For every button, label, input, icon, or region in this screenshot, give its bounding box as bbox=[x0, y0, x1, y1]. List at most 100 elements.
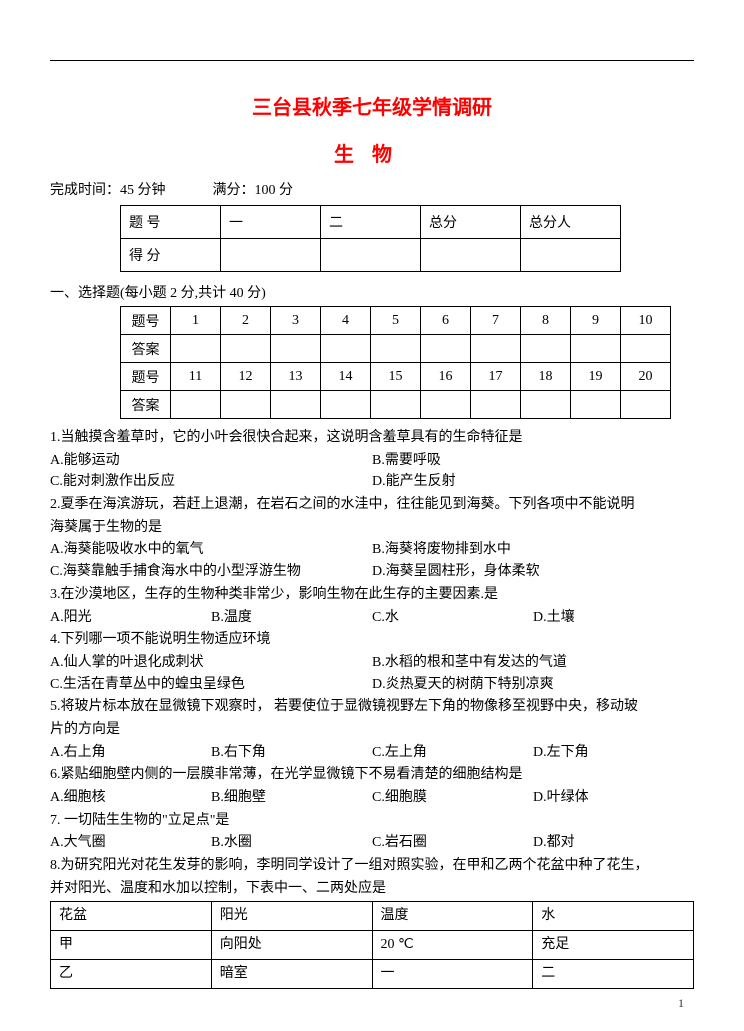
cell bbox=[321, 239, 421, 272]
cell: 一 bbox=[372, 959, 533, 988]
answer-row: 题号 11 12 13 14 15 16 17 18 19 20 bbox=[121, 363, 671, 391]
cell: 水 bbox=[533, 902, 694, 931]
page-number: 1 bbox=[678, 996, 684, 1011]
cell: 一 bbox=[221, 206, 321, 239]
q8-row-2: 乙 暗室 一 二 bbox=[51, 959, 694, 988]
cell: 5 bbox=[371, 307, 421, 335]
cell bbox=[271, 335, 321, 363]
q8-row-1: 甲 向阳处 20 ℃ 充足 bbox=[51, 931, 694, 960]
title-sub: 生物 bbox=[50, 138, 694, 167]
cell: 10 bbox=[621, 307, 671, 335]
q7-stem: 7. 一切陆生生物的"立足点"是 bbox=[50, 810, 694, 832]
q3-stem: 3.在沙漠地区，生存的生物种类非常少，影响生物在此生存的主要因素.是 bbox=[50, 584, 694, 606]
q7-opt-c: C.岩石圈 bbox=[372, 832, 533, 854]
cell bbox=[471, 391, 521, 419]
cell: 二 bbox=[321, 206, 421, 239]
q6-opt-a: A.细胞核 bbox=[50, 787, 211, 809]
score-row-value: 得 分 bbox=[121, 239, 621, 272]
q1-opt-b: B.需要呼吸 bbox=[372, 450, 694, 472]
score-table: 题 号 一 二 总分 总分人 得 分 bbox=[120, 205, 621, 272]
q8-stem-2: 并对阳光、温度和水加以控制，下表中一、二两处应是 bbox=[50, 878, 694, 900]
cell: 13 bbox=[271, 363, 321, 391]
cell bbox=[521, 335, 571, 363]
q1-opt-d: D.能产生反射 bbox=[372, 471, 694, 493]
cell: 7 bbox=[471, 307, 521, 335]
answer-row: 答案 bbox=[121, 335, 671, 363]
meta-line: 完成时间：45 分钟 满分：100 分 bbox=[50, 179, 694, 199]
cell: 1 bbox=[171, 307, 221, 335]
q3-opt-b: B.温度 bbox=[211, 607, 372, 629]
cell: 向阳处 bbox=[211, 931, 372, 960]
q5-stem-2: 片的方向是 bbox=[50, 719, 694, 741]
q5-opt-c: C.左上角 bbox=[372, 742, 533, 764]
q3-opt-c: C.水 bbox=[372, 607, 533, 629]
cell: 8 bbox=[521, 307, 571, 335]
cell: 甲 bbox=[51, 931, 212, 960]
cell: 6 bbox=[421, 307, 471, 335]
top-rule bbox=[50, 60, 694, 61]
cell: 2 bbox=[221, 307, 271, 335]
q2-opt-b: B.海葵将废物排到水中 bbox=[372, 539, 694, 561]
q2-opt-d: D.海葵呈圆柱形，身体柔软 bbox=[372, 561, 694, 583]
q4-opt-d: D.炎热夏天的树荫下特别凉爽 bbox=[372, 674, 694, 696]
cell bbox=[321, 335, 371, 363]
cell: 总分 bbox=[421, 206, 521, 239]
cell: 答案 bbox=[121, 335, 171, 363]
cell: 14 bbox=[321, 363, 371, 391]
cell: 20 ℃ bbox=[372, 931, 533, 960]
cell: 3 bbox=[271, 307, 321, 335]
cell bbox=[371, 391, 421, 419]
cell: 乙 bbox=[51, 959, 212, 988]
questions: 1.当触摸含羞草时，它的小叶会很快合起来，这说明含羞草具有的生命特征是 A.能够… bbox=[50, 427, 694, 989]
q1-opt-a: A.能够运动 bbox=[50, 450, 372, 472]
q7-opt-a: A.大气圈 bbox=[50, 832, 211, 854]
q2-stem-2: 海葵属于生物的是 bbox=[50, 517, 694, 539]
title-main: 三台县秋季七年级学情调研 bbox=[50, 91, 694, 120]
cell bbox=[221, 239, 321, 272]
cell bbox=[471, 335, 521, 363]
q1-opt-c: C.能对刺激作出反应 bbox=[50, 471, 372, 493]
cell: 总分人 bbox=[521, 206, 621, 239]
time-label: 完成时间：45 分钟 bbox=[50, 183, 166, 198]
answer-grid: 题号 1 2 3 4 5 6 7 8 9 10 答案 题号 11 12 13 1… bbox=[120, 306, 671, 419]
q3-opt-a: A.阳光 bbox=[50, 607, 211, 629]
cell: 18 bbox=[521, 363, 571, 391]
cell: 充足 bbox=[533, 931, 694, 960]
cell bbox=[171, 335, 221, 363]
cell: 16 bbox=[421, 363, 471, 391]
q6-opt-c: C.细胞膜 bbox=[372, 787, 533, 809]
cell bbox=[421, 335, 471, 363]
cell: 11 bbox=[171, 363, 221, 391]
cell bbox=[371, 335, 421, 363]
q5-stem-1: 5.将玻片标本放在显微镜下观察时， 若要使位于显微镜视野左下角的物像移至视野中央… bbox=[50, 696, 694, 718]
cell bbox=[621, 335, 671, 363]
cell: 12 bbox=[221, 363, 271, 391]
cell: 4 bbox=[321, 307, 371, 335]
cell bbox=[321, 391, 371, 419]
cell: 9 bbox=[571, 307, 621, 335]
cell bbox=[521, 391, 571, 419]
cell bbox=[621, 391, 671, 419]
q2-stem-1: 2.夏季在海滨游玩，若赶上退潮，在岩石之间的水洼中，往往能见到海葵。下列各项中不… bbox=[50, 494, 694, 516]
q7-opt-d: D.都对 bbox=[533, 832, 694, 854]
cell bbox=[521, 239, 621, 272]
cell bbox=[271, 391, 321, 419]
q8-table: 花盆 阳光 温度 水 甲 向阳处 20 ℃ 充足 乙 暗室 一 二 bbox=[50, 901, 694, 988]
cell: 题 号 bbox=[121, 206, 221, 239]
full-score-label: 满分：100 分 bbox=[213, 183, 294, 198]
q5-opt-d: D.左下角 bbox=[533, 742, 694, 764]
q3-opt-d: D.土壤 bbox=[533, 607, 694, 629]
cell: 题号 bbox=[121, 307, 171, 335]
cell: 花盆 bbox=[51, 902, 212, 931]
cell: 二 bbox=[533, 959, 694, 988]
cell: 15 bbox=[371, 363, 421, 391]
cell: 得 分 bbox=[121, 239, 221, 272]
cell: 19 bbox=[571, 363, 621, 391]
cell: 题号 bbox=[121, 363, 171, 391]
q5-opt-a: A.右上角 bbox=[50, 742, 211, 764]
q6-opt-b: B.细胞壁 bbox=[211, 787, 372, 809]
q8-stem-1: 8.为研究阳光对花生发芽的影响，李明同学设计了一组对照实验，在甲和乙两个花盆中种… bbox=[50, 855, 694, 877]
q6-opt-d: D.叶绿体 bbox=[533, 787, 694, 809]
answer-row: 题号 1 2 3 4 5 6 7 8 9 10 bbox=[121, 307, 671, 335]
cell bbox=[221, 335, 271, 363]
